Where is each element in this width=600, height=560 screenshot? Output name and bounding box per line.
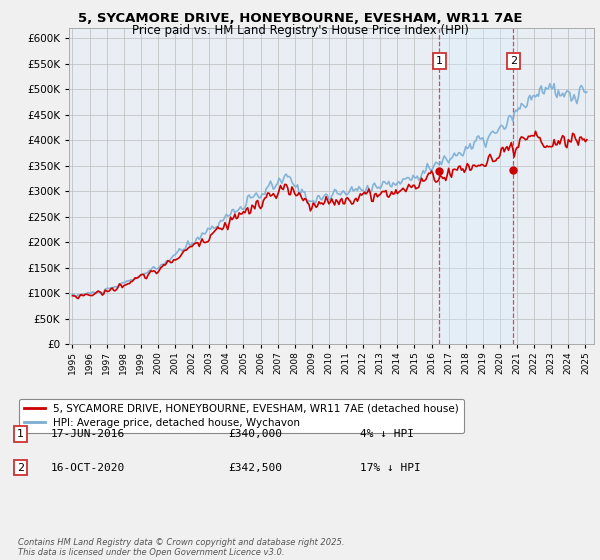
Bar — [439, 28, 514, 344]
Text: 5, SYCAMORE DRIVE, HONEYBOURNE, EVESHAM, WR11 7AE: 5, SYCAMORE DRIVE, HONEYBOURNE, EVESHAM,… — [78, 12, 522, 25]
Text: 1: 1 — [17, 429, 24, 439]
Text: Contains HM Land Registry data © Crown copyright and database right 2025.
This d: Contains HM Land Registry data © Crown c… — [18, 538, 344, 557]
Text: £340,000: £340,000 — [228, 429, 282, 439]
Text: 17-JUN-2016: 17-JUN-2016 — [51, 429, 125, 439]
Text: 17% ↓ HPI: 17% ↓ HPI — [360, 463, 421, 473]
Text: 1: 1 — [436, 56, 443, 66]
Text: 16-OCT-2020: 16-OCT-2020 — [51, 463, 125, 473]
Text: Price paid vs. HM Land Registry's House Price Index (HPI): Price paid vs. HM Land Registry's House … — [131, 24, 469, 36]
Text: 2: 2 — [510, 56, 517, 66]
Text: 4% ↓ HPI: 4% ↓ HPI — [360, 429, 414, 439]
Text: 2: 2 — [17, 463, 24, 473]
Text: £342,500: £342,500 — [228, 463, 282, 473]
Legend: 5, SYCAMORE DRIVE, HONEYBOURNE, EVESHAM, WR11 7AE (detached house), HPI: Average: 5, SYCAMORE DRIVE, HONEYBOURNE, EVESHAM,… — [19, 399, 464, 433]
